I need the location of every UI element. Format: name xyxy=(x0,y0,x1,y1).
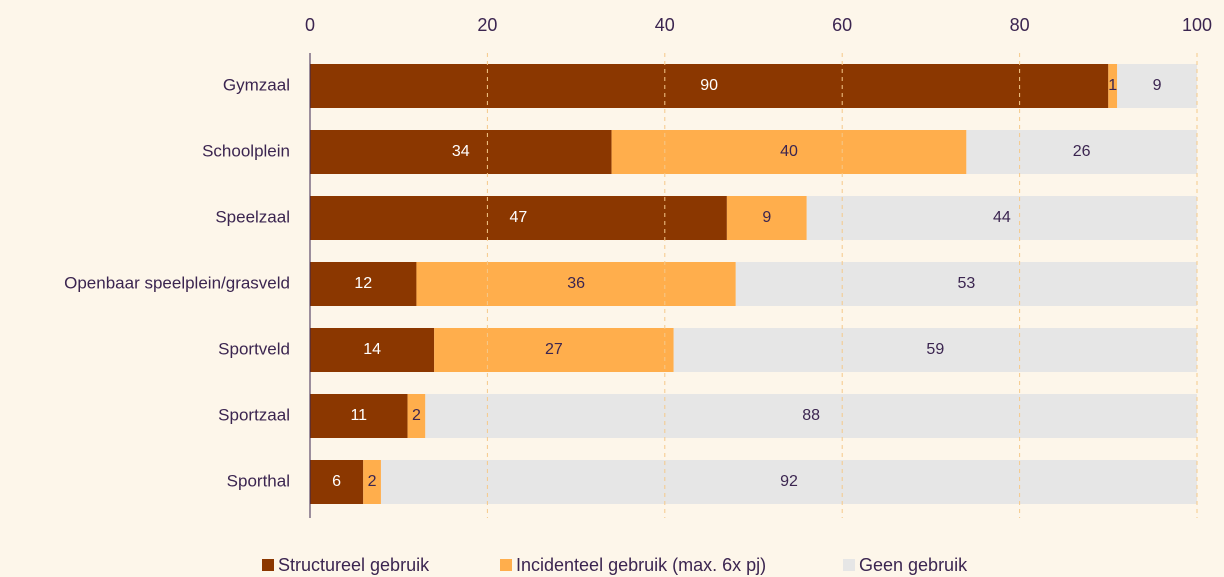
y-tick-label: Speelzaal xyxy=(215,207,290,226)
data-label: 12 xyxy=(354,275,372,292)
bar-segment xyxy=(310,196,727,240)
data-label: 9 xyxy=(1153,77,1162,94)
bar-segment xyxy=(726,196,807,240)
legend-swatch xyxy=(262,559,274,571)
data-label: 1 xyxy=(1108,77,1117,94)
data-label: 90 xyxy=(700,77,718,94)
data-label: 27 xyxy=(545,341,563,358)
data-label: 26 xyxy=(1073,143,1091,160)
y-tick-label: Sporthal xyxy=(227,471,290,490)
data-label: 92 xyxy=(780,473,798,490)
bar-segment xyxy=(310,262,417,306)
bar-segment xyxy=(310,64,1109,108)
x-tick-label: 40 xyxy=(655,15,675,35)
bar-segment xyxy=(310,130,612,174)
bar-segment xyxy=(806,196,1197,240)
x-tick-label: 100 xyxy=(1182,15,1212,35)
legend-label: Structureel gebruik xyxy=(278,555,430,575)
data-label: 6 xyxy=(332,473,341,490)
legend-swatch xyxy=(843,559,855,571)
bar-segment xyxy=(434,328,674,372)
y-tick-label: Schoolplein xyxy=(202,141,290,160)
legend-label: Incidenteel gebruik (max. 6x pj) xyxy=(516,555,766,575)
x-tick-label: 60 xyxy=(832,15,852,35)
bar-segment xyxy=(735,262,1197,306)
x-tick-label: 0 xyxy=(305,15,315,35)
data-label: 36 xyxy=(567,275,585,292)
bar-segment xyxy=(407,394,426,438)
bar-segment xyxy=(673,328,1197,372)
legend-swatch xyxy=(500,559,512,571)
data-label: 44 xyxy=(993,209,1011,226)
data-label: 9 xyxy=(762,209,771,226)
bar-segment xyxy=(1108,64,1118,108)
legend-label: Geen gebruik xyxy=(859,555,968,575)
y-tick-label: Gymzaal xyxy=(223,75,290,94)
data-label: 59 xyxy=(926,341,944,358)
bar-segment xyxy=(310,394,408,438)
x-tick-label: 80 xyxy=(1010,15,1030,35)
bar-segment xyxy=(425,394,1197,438)
bar-segment xyxy=(380,460,1197,504)
data-label: 11 xyxy=(350,407,367,424)
bar-segment xyxy=(310,328,435,372)
plot-area xyxy=(310,64,1197,504)
y-tick-label: Sportzaal xyxy=(218,405,290,424)
bar-segment xyxy=(310,460,364,504)
y-tick-label: Openbaar speelplein/grasveld xyxy=(64,273,290,292)
data-label: 2 xyxy=(412,407,421,424)
x-tick-label: 20 xyxy=(477,15,497,35)
data-label: 40 xyxy=(780,143,798,160)
bar-segment xyxy=(416,262,736,306)
bar-segment xyxy=(1117,64,1197,108)
bar-segment xyxy=(363,460,381,504)
bar-segment xyxy=(611,130,967,174)
data-label: 34 xyxy=(452,143,470,160)
data-label: 88 xyxy=(802,407,820,424)
data-label: 53 xyxy=(957,275,975,292)
bar-segment xyxy=(966,130,1197,174)
data-label: 2 xyxy=(368,473,377,490)
y-tick-label: Sportveld xyxy=(218,339,290,358)
data-label: 14 xyxy=(363,341,381,358)
data-label: 47 xyxy=(510,209,528,226)
